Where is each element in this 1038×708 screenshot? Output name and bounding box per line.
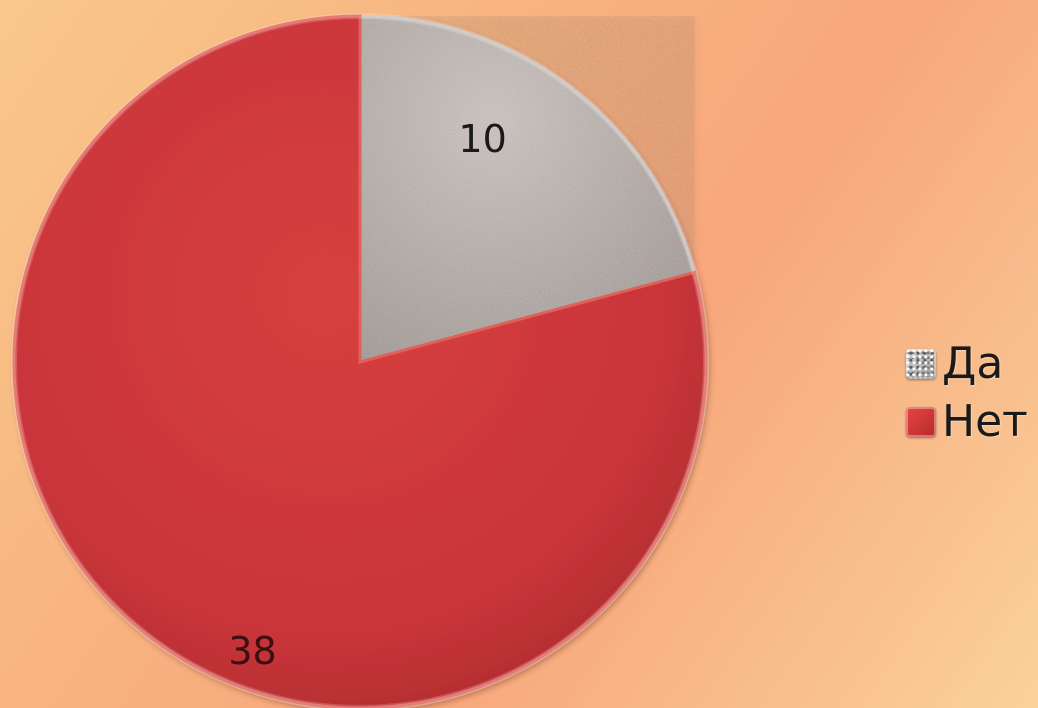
legend-label-da: Да: [942, 338, 1004, 389]
pie-rim: [11, 13, 709, 708]
chart-legend: Да Нет: [906, 342, 1028, 444]
data-label-net: 38: [228, 629, 276, 673]
legend-item-da: Да: [906, 342, 1028, 386]
legend-item-net: Нет: [906, 400, 1028, 444]
data-label-da: 10: [458, 117, 506, 161]
legend-swatch-da: [906, 349, 936, 379]
legend-label-net: Нет: [942, 396, 1028, 447]
legend-swatch-net: [906, 407, 936, 437]
